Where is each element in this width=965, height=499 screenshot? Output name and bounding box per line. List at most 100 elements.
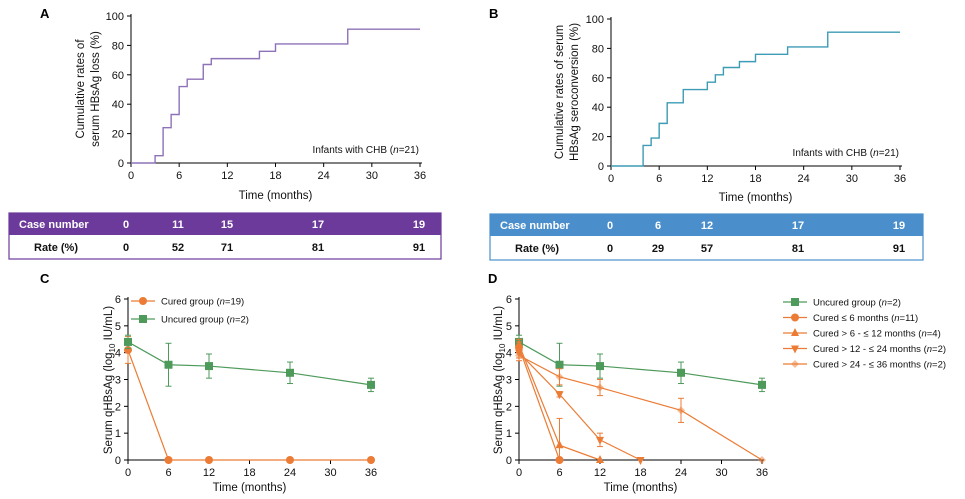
data-point [367,456,375,464]
panel-letter: D [488,271,497,286]
case-number-label: Case number [19,219,89,231]
x-axis-label: Time (months) [239,190,313,202]
legend-marker [791,360,799,368]
x-tick-label: 0 [125,467,131,479]
x-tick-label: 18 [269,170,281,182]
y-tick-label: 6 [506,294,512,306]
y-axis-label: serum HBsAg loss (%) [90,31,102,147]
data-point [596,383,604,392]
x-tick-label: 12 [221,170,233,182]
data-point [596,455,604,463]
series-line [518,347,561,461]
x-tick-label: 36 [894,173,906,185]
x-axis-label: Time (months) [213,482,287,494]
x-tick-label: 24 [284,467,296,479]
y-tick-label: 2 [506,401,512,413]
x-tick-label: 0 [608,173,614,185]
data-point [677,368,685,377]
y-axis-label: HBsAg seroconversion (%) [569,23,581,161]
data-point [555,372,564,381]
y-axis-label: Cumulative rates of [75,39,87,139]
data-point [677,406,685,415]
data-point [205,456,213,464]
y-tick-label: 100 [106,11,124,23]
legend-marker [791,328,799,336]
x-tick-label: 30 [366,170,378,182]
data-point [758,380,766,389]
y-axis-label: Serum qHBsAg (log10 IU/mL) [493,306,507,454]
case-number-value: 0 [607,220,613,232]
series-line [127,341,372,386]
series-line [518,354,763,461]
annotation-text: Infants with CHB (n=21) [313,145,419,156]
panel-letter: A [40,6,50,21]
x-tick-label: 24 [675,467,687,479]
case-number-value: 6 [655,220,661,232]
rate-value: 91 [413,242,425,254]
rate-value: 57 [701,243,713,255]
x-tick-label: 30 [715,467,727,479]
rate-value: 52 [172,242,184,254]
x-tick-label: 36 [756,467,768,479]
y-tick-label: 3 [115,375,121,387]
x-tick-label: 6 [556,467,562,479]
y-tick-label: 0 [506,455,512,467]
rate-value: 81 [792,243,804,255]
y-tick-label: 60 [112,70,124,82]
panel-letter: B [489,6,498,21]
case-number-value: 12 [701,220,713,232]
data-point [758,456,766,464]
x-tick-label: 18 [634,467,646,479]
x-tick-label: 18 [243,467,255,479]
data-point [367,380,375,389]
legend-label: Uncured group (n=2) [161,315,249,326]
legend-marker [791,298,799,306]
case-number-value: 11 [172,219,184,231]
x-tick-label: 24 [318,170,330,182]
x-tick-label: 24 [798,173,810,185]
legend-label: Uncured group (n=2) [813,298,901,309]
x-tick-label: 6 [165,467,171,479]
data-point [555,360,564,369]
y-tick-label: 1 [115,428,121,440]
legend-label: Cured group (n=19) [161,297,244,308]
rate-value: 0 [607,243,613,255]
legend-label: Cured > 24 - ≤ 36 months (n=2) [813,360,946,371]
y-tick-label: 100 [586,14,604,26]
legend-label: Cured ≤ 6 months (n=11) [813,313,918,324]
data-point [555,391,564,400]
data-point [164,360,173,369]
series-line [518,352,641,461]
step-series-line [131,28,420,164]
y-tick-label: 40 [112,99,124,111]
rate-value: 91 [893,243,905,255]
x-axis-label: Time (months) [604,482,678,494]
x-tick-label: 6 [176,170,182,182]
data-point [515,351,523,360]
x-tick-label: 6 [656,173,662,185]
x-tick-label: 36 [365,467,377,479]
case-number-value: 19 [413,219,425,231]
series-line [127,349,371,461]
annotation-text: Infants with CHB (n=21) [793,148,899,159]
x-tick-label: 12 [701,173,713,185]
rate-label: Rate (%) [34,242,78,254]
x-tick-label: 12 [203,467,215,479]
case-number-value: 17 [312,219,324,231]
y-tick-label: 5 [115,321,121,333]
x-tick-label: 18 [749,173,761,185]
y-tick-label: 40 [592,102,604,114]
data-point [286,368,294,377]
case-number-value: 15 [221,219,233,231]
x-tick-label: 36 [414,170,426,182]
legend-marker [791,313,799,322]
y-axis-label: Cumulative rates of serum [554,25,566,159]
data-point [124,337,132,346]
y-tick-label: 0 [118,158,124,170]
series-line [518,341,763,386]
case-number-value: 19 [893,220,905,232]
y-tick-label: 20 [592,132,604,144]
y-tick-label: 2 [115,401,121,413]
legend-label: Cured > 6 - ≤ 12 months (n=4) [813,329,941,340]
